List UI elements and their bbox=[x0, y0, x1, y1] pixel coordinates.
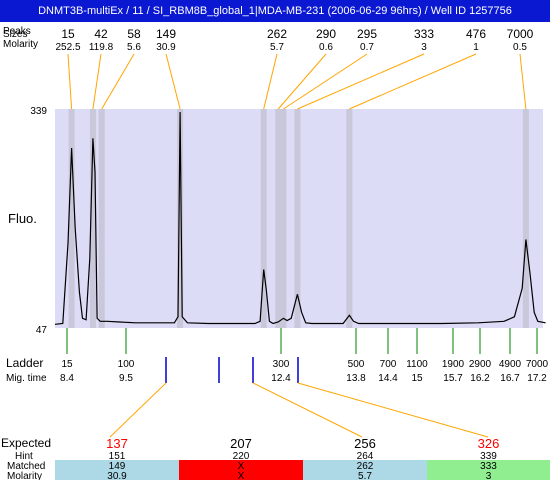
peak-connector bbox=[283, 53, 368, 110]
status-cell bbox=[55, 460, 179, 480]
peak-connector bbox=[519, 53, 527, 110]
peak-band bbox=[280, 109, 287, 328]
ladder-size-label: 2900 bbox=[469, 359, 492, 370]
hint-row-label: Hint bbox=[15, 451, 33, 462]
expected-size: 207 bbox=[230, 436, 252, 451]
peak-size-label: 262 bbox=[267, 27, 287, 41]
peak-molarity-label: 119.8 bbox=[89, 42, 114, 53]
peak-molarity-label: 5.6 bbox=[127, 42, 141, 53]
ladder-size-label: 1100 bbox=[406, 359, 428, 370]
peak-size-label: 333 bbox=[414, 27, 434, 41]
ladder-size-label: 4900 bbox=[499, 359, 522, 370]
ladder-size-label: 1900 bbox=[442, 359, 465, 370]
peak-size-label: 476 bbox=[466, 27, 486, 41]
peak-size-label: 149 bbox=[156, 27, 176, 41]
peak-molarity-label: 0.6 bbox=[319, 42, 333, 53]
status-cell bbox=[303, 460, 427, 480]
status-cell bbox=[179, 460, 303, 480]
ladder-time-label: 12.4 bbox=[271, 373, 291, 384]
peak-molarity-label: 1 bbox=[473, 42, 479, 53]
peak-molarity-label: 3 bbox=[421, 42, 427, 53]
matched-row-label: Matched bbox=[7, 461, 45, 472]
peak-connector bbox=[92, 53, 102, 110]
peak-size-label: 7000 bbox=[507, 27, 534, 41]
molarity-value: 30.9 bbox=[107, 471, 127, 480]
y-max-label: 339 bbox=[30, 106, 47, 117]
expected-size: 326 bbox=[478, 436, 500, 451]
peak-band bbox=[89, 109, 96, 328]
peak-size-label: 15 bbox=[61, 27, 75, 41]
migtime-label: Mig. time bbox=[6, 373, 47, 384]
ladder-time-label: 9.5 bbox=[119, 373, 133, 384]
ladder-time-label: 17.2 bbox=[527, 373, 547, 384]
ladder-size-label: 500 bbox=[348, 359, 365, 370]
ladder-time-label: 14.4 bbox=[378, 373, 398, 384]
ladder-time-label: 8.4 bbox=[60, 373, 74, 384]
peak-molarity-label: 0.7 bbox=[360, 42, 374, 53]
molarity-value: 5.7 bbox=[358, 471, 372, 480]
expected-size: 256 bbox=[354, 436, 376, 451]
peak-connector bbox=[101, 53, 135, 110]
peak-molarity-label: 30.9 bbox=[156, 42, 176, 53]
molarity-header: Molarity bbox=[3, 39, 38, 50]
peak-molarity-label: 252.5 bbox=[55, 42, 80, 53]
hint-value: 264 bbox=[357, 451, 374, 462]
ladder-time-label: 15.7 bbox=[443, 373, 463, 384]
peak-band bbox=[275, 109, 282, 328]
peak-size-label: 58 bbox=[127, 27, 141, 41]
matched-value: 262 bbox=[357, 461, 374, 472]
expected-connector bbox=[109, 382, 167, 438]
peak-band bbox=[68, 109, 75, 328]
peak-band bbox=[98, 109, 105, 328]
y-min-label: 47 bbox=[36, 325, 48, 336]
peak-band bbox=[260, 109, 267, 328]
peak-connector bbox=[165, 53, 181, 110]
peak-connector bbox=[349, 53, 477, 110]
ladder-label: Ladder bbox=[6, 356, 43, 370]
ladder-size-label: 15 bbox=[61, 359, 73, 370]
hint-value: 220 bbox=[233, 451, 250, 462]
hint-value: 339 bbox=[480, 451, 497, 462]
expected-connector bbox=[297, 382, 489, 438]
molarity-value: X bbox=[238, 471, 245, 480]
peak-band bbox=[294, 109, 301, 328]
peak-connector bbox=[67, 53, 73, 110]
fluo-axis-label: Fluo. bbox=[8, 211, 37, 226]
ladder-time-label: 15 bbox=[411, 373, 423, 384]
peak-molarity-label: 0.5 bbox=[513, 42, 527, 53]
peak-band bbox=[346, 109, 353, 328]
peak-molarity-label: 5.7 bbox=[270, 42, 284, 53]
ladder-time-label: 16.2 bbox=[470, 373, 490, 384]
ladder-size-label: 7000 bbox=[526, 359, 549, 370]
ladder-time-label: 13.8 bbox=[346, 373, 366, 384]
expected-size: 137 bbox=[106, 436, 128, 451]
expected-connector bbox=[252, 382, 363, 438]
molarity-value: 3 bbox=[486, 471, 492, 480]
window-title: DNMT3B-multiEx / 11 / SI_RBM8B_global_1|… bbox=[0, 0, 550, 22]
matched-value: 149 bbox=[109, 461, 126, 472]
peak-connector bbox=[263, 53, 278, 110]
table-molarity-row-label: Molarity bbox=[7, 471, 42, 480]
peaks-header: Peaks bbox=[3, 26, 31, 37]
peak-connector bbox=[277, 53, 327, 110]
peak-connector bbox=[297, 53, 425, 110]
sizes-header: Sizes bbox=[3, 29, 27, 40]
matched-value: X bbox=[238, 461, 245, 472]
fluorescence-trace bbox=[54, 111, 546, 325]
peak-band bbox=[177, 109, 184, 328]
expected-row-label: Expected bbox=[1, 436, 51, 450]
ladder-size-label: 700 bbox=[380, 359, 397, 370]
matched-value: 333 bbox=[480, 461, 497, 472]
peak-size-label: 295 bbox=[357, 27, 377, 41]
ladder-size-label: 300 bbox=[273, 359, 290, 370]
ladder-time-label: 16.7 bbox=[500, 373, 520, 384]
peak-size-label: 42 bbox=[94, 27, 108, 41]
peak-band bbox=[522, 109, 529, 328]
status-cell bbox=[427, 460, 550, 480]
ladder-size-label: 100 bbox=[118, 359, 135, 370]
hint-value: 151 bbox=[109, 451, 126, 462]
peak-size-label: 290 bbox=[316, 27, 336, 41]
